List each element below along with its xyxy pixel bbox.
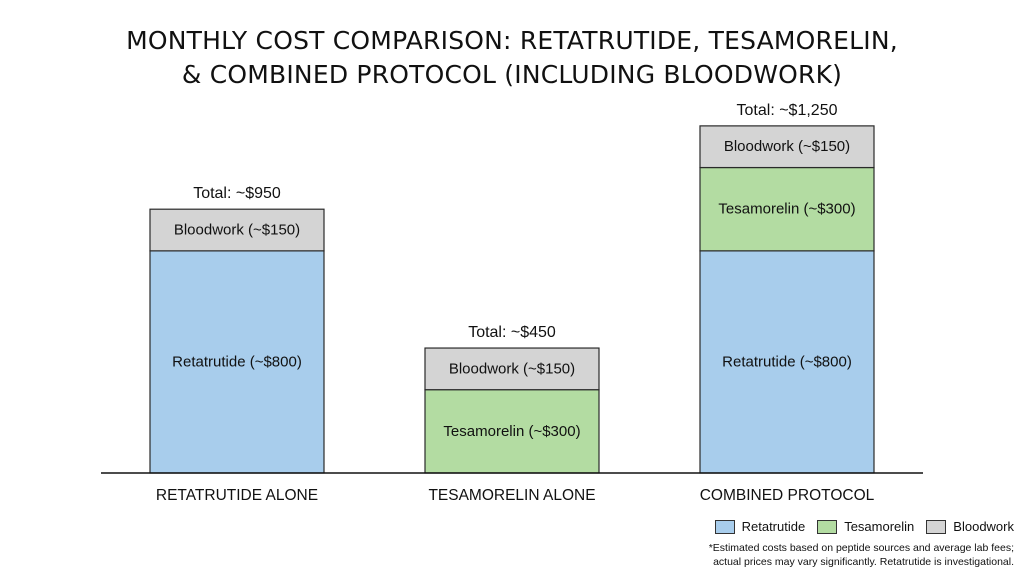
total-label-tesamorelin-alone: Total: ~$450	[468, 324, 556, 341]
legend-swatch-tesamorelin	[817, 519, 838, 534]
legend-label-tesamorelin: Tesamorelin	[844, 519, 915, 534]
footnote-line-1: *Estimated costs based on peptide source…	[708, 542, 1014, 554]
bar-segment-bloodwork-tesamorelin-alone	[424, 347, 600, 391]
segment-label-bloodwork-retatrutide-alone: Bloodwork (~$150)	[174, 222, 300, 239]
segment-label-bloodwork-combined-protocol: Bloodwork (~$150)	[724, 138, 850, 155]
legend-label-bloodwork: Bloodwork	[953, 519, 1014, 534]
segment-label-tesamorelin-combined-protocol: Tesamorelin (~$300)	[718, 201, 855, 218]
chart-title-line-2: & COMBINED PROTOCOL (INCLUDING BLOODWORK…	[181, 60, 843, 89]
segment-label-bloodwork-tesamorelin-alone: Bloodwork (~$150)	[449, 360, 575, 377]
legend-label-retatrutide: Retatrutide	[741, 519, 806, 534]
bar-segment-retatrutide-combined-protocol	[699, 250, 875, 474]
total-label-combined-protocol: Total: ~$1,250	[737, 102, 838, 119]
footnote: *Estimated costs based on peptide source…	[654, 541, 1014, 569]
bar-segment-tesamorelin-combined-protocol	[699, 166, 875, 252]
footnote-line-2: actual prices may vary significantly. Re…	[713, 556, 1014, 568]
bar-segment-bloodwork-retatrutide-alone	[149, 208, 325, 252]
legend-item-retatrutide: Retatrutide	[714, 519, 806, 534]
chart-title-line-1: MONTHLY COST COMPARISON: RETATRUTIDE, TE…	[126, 26, 898, 55]
category-label-retatrutide-alone: RETATRUTIDE ALONE	[156, 487, 318, 504]
chart-title: MONTHLY COST COMPARISON: RETATRUTIDE, TE…	[40, 24, 984, 92]
bar-segment-bloodwork-combined-protocol	[699, 125, 875, 169]
segment-label-tesamorelin-tesamorelin-alone: Tesamorelin (~$300)	[443, 423, 580, 440]
segment-label-retatrutide-retatrutide-alone: Retatrutide (~$800)	[172, 353, 302, 370]
category-label-tesamorelin-alone: TESAMORELIN ALONE	[428, 487, 595, 504]
bar-segment-tesamorelin-tesamorelin-alone	[424, 389, 600, 474]
chart-legend: Retatrutide Tesamorelin Bloodwork	[714, 519, 1014, 534]
legend-swatch-retatrutide	[714, 519, 735, 534]
total-label-retatrutide-alone: Total: ~$950	[193, 185, 281, 202]
legend-item-bloodwork: Bloodwork	[926, 519, 1014, 534]
category-label-combined-protocol: COMBINED PROTOCOL	[700, 487, 875, 504]
legend-swatch-bloodwork	[926, 519, 947, 534]
segment-label-retatrutide-combined-protocol: Retatrutide (~$800)	[722, 353, 852, 370]
legend-item-tesamorelin: Tesamorelin	[817, 519, 914, 534]
